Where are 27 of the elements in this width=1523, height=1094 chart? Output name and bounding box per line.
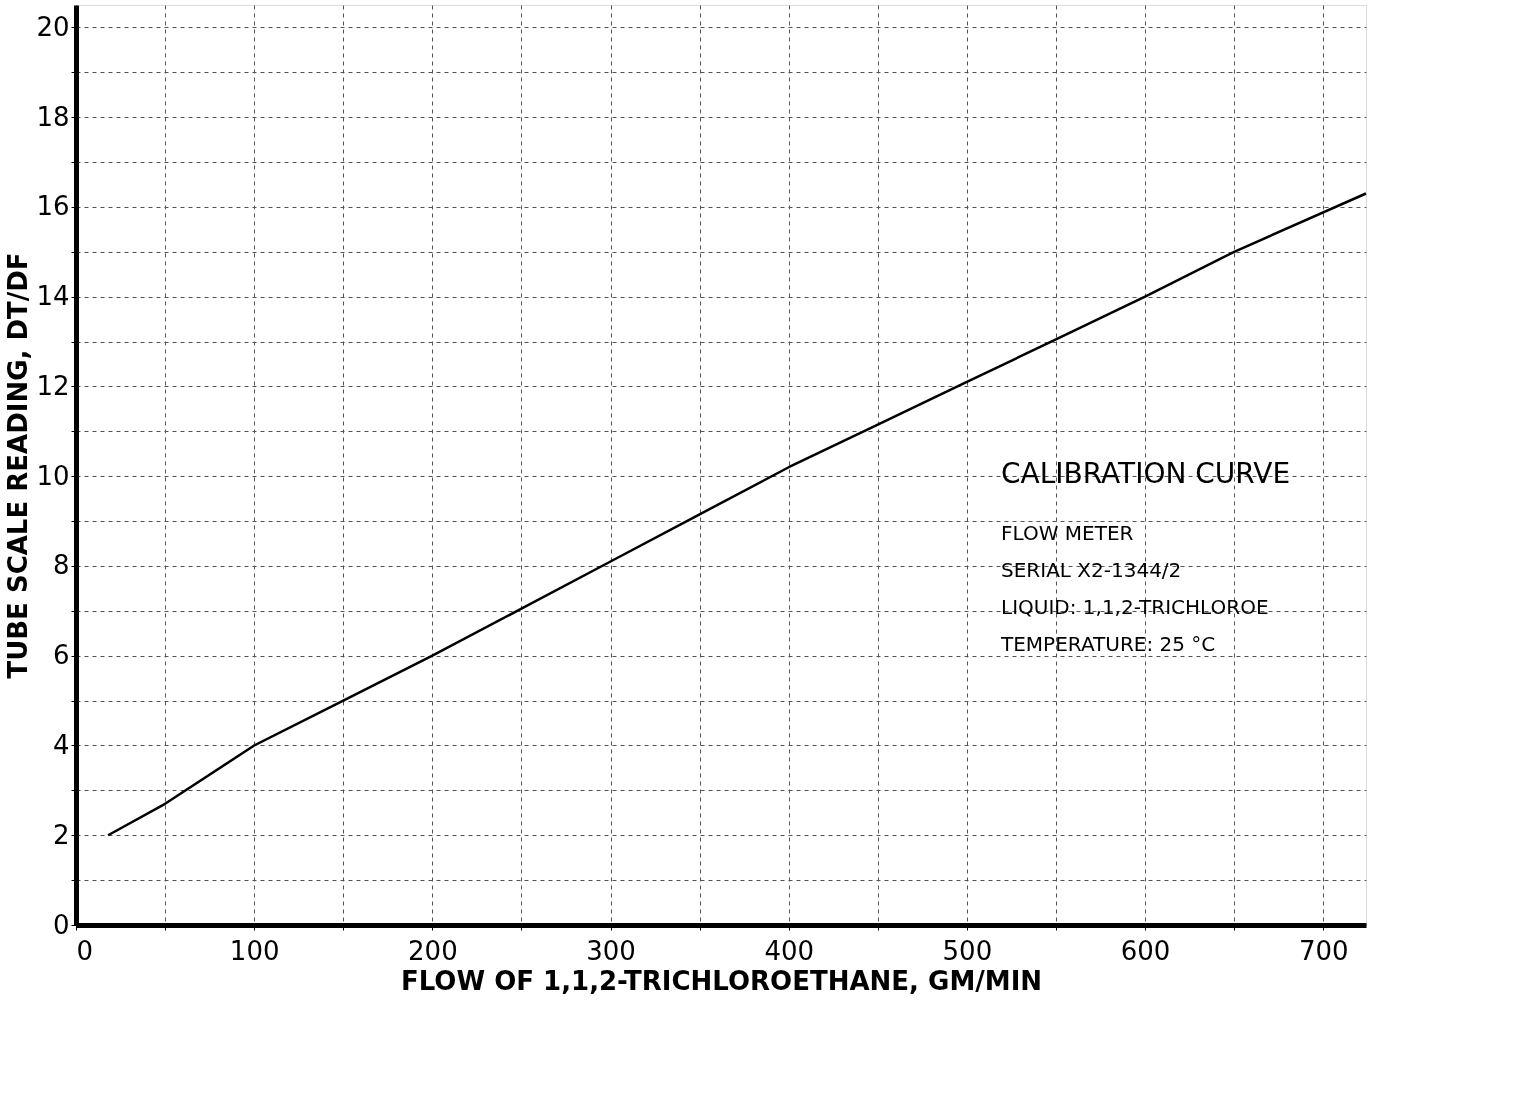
y-tick-label: 18 (36, 101, 70, 132)
x-tick-label: 600 (1120, 935, 1171, 966)
annotation: LIQUID: 1,1,2-TRICHLOROE (1001, 595, 1269, 619)
annotation: FLOW METER (1001, 521, 1134, 545)
annotation: CALIBRATION CURVE (1001, 457, 1291, 490)
x-tick-label: 400 (764, 935, 815, 966)
line-series (106, 192, 1368, 837)
y-axis-title: TUBE SCALE READING, DT/DF (3, 252, 34, 679)
annotation: TEMPERATURE: 25 °C (1000, 632, 1216, 656)
x-tick-label: 0 (76, 935, 94, 966)
y-tick-label: 6 (52, 640, 70, 671)
x-tick-label: 700 (1298, 935, 1349, 966)
y-tick-label: 0 (52, 909, 70, 940)
y-tick-label: 4 (52, 729, 70, 760)
x-tick-label: 500 (942, 935, 993, 966)
y-tick-label: 8 (52, 550, 70, 581)
annotation: SERIAL X2-1344/2 (1001, 558, 1182, 582)
y-tick-label: 16 (36, 191, 70, 222)
x-tick-label: 100 (229, 935, 280, 966)
y-tick-label: 20 (36, 11, 70, 42)
y-tick-label: 12 (36, 370, 70, 401)
y-tick-label: 10 (36, 460, 70, 491)
y-tick-label: 2 (52, 819, 70, 850)
x-tick-label: 200 (408, 935, 458, 966)
x-tick-label: 300 (586, 935, 636, 966)
x-axis-title: FLOW OF 1,1,2-TRICHLOROETHANE, GM/MIN (400, 965, 1043, 996)
y-tick-label: 14 (36, 281, 70, 312)
